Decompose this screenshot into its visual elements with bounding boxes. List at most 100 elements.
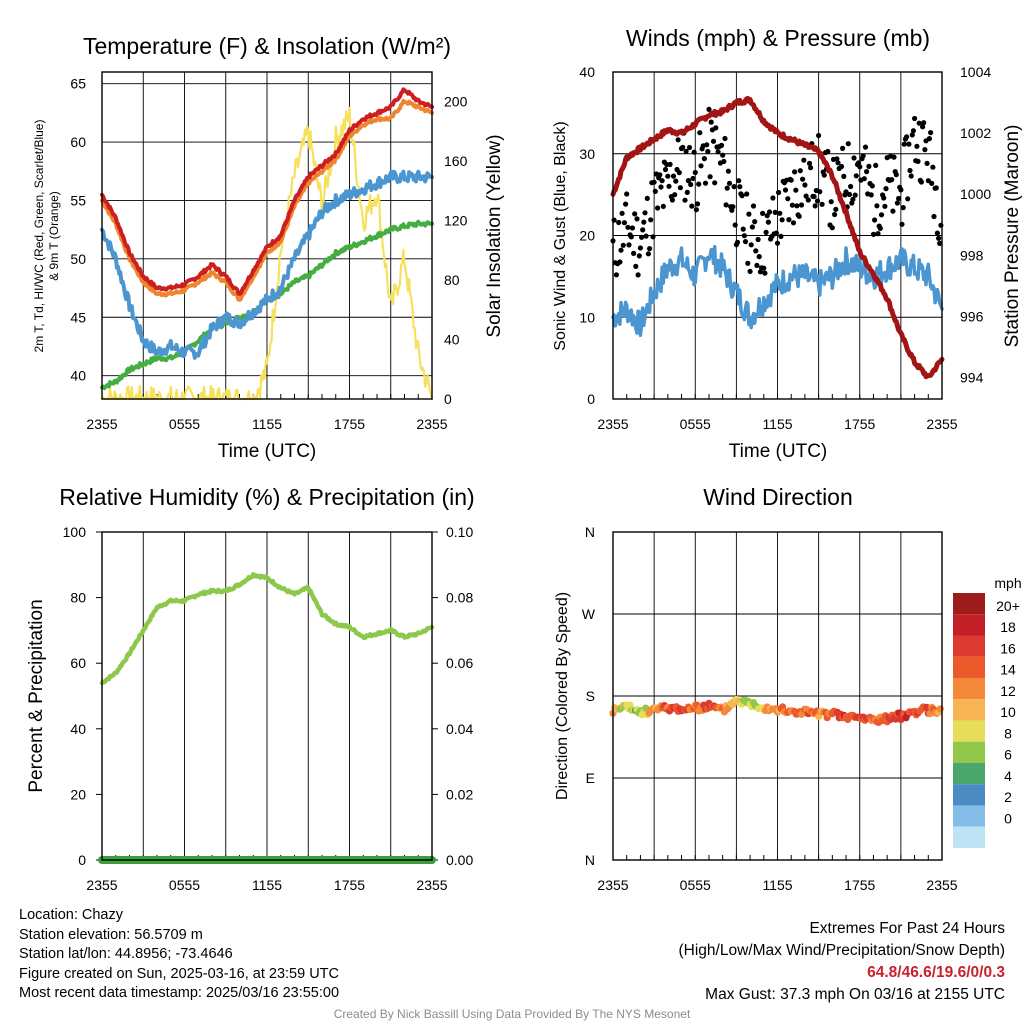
gust-dot xyxy=(707,174,713,180)
x-axis-label: Time (UTC) xyxy=(729,441,828,462)
temp-9m-line xyxy=(100,99,434,302)
y-tick-label: 20 xyxy=(70,786,86,802)
extremes-box: Extremes For Past 24 Hours (High/Low/Max… xyxy=(679,918,1006,1006)
gust-dot xyxy=(620,242,626,248)
x-tick-label: 0555 xyxy=(169,877,200,893)
gust-dot xyxy=(756,254,762,260)
gust-dot xyxy=(889,177,895,183)
gust-dot xyxy=(937,240,943,246)
gust-dot xyxy=(753,248,759,254)
gust-dot xyxy=(901,141,907,147)
gust-dot xyxy=(635,272,641,278)
gust-dot xyxy=(852,192,858,198)
gust-dot xyxy=(742,239,749,245)
gust-dot xyxy=(740,226,746,232)
gust-dot xyxy=(725,168,732,174)
gust-dot xyxy=(720,152,726,158)
gust-dot xyxy=(685,178,692,184)
gust-dot xyxy=(933,185,939,191)
gust-dot xyxy=(890,208,896,214)
gust-dot xyxy=(834,156,840,162)
y-tick-label: 40 xyxy=(579,64,595,80)
gust-dot xyxy=(723,202,729,208)
gust-dot xyxy=(779,217,785,223)
gust-dot xyxy=(732,222,738,228)
gust-dot xyxy=(840,145,846,151)
gust-dot xyxy=(861,176,867,182)
gust-dot xyxy=(660,203,666,209)
x-tick-label: 1155 xyxy=(762,416,792,432)
gust-dot xyxy=(662,166,669,173)
legend-label: 0 xyxy=(1004,810,1012,826)
gust-dot xyxy=(912,115,918,122)
legend-label: 18 xyxy=(1000,619,1016,635)
gust-dot xyxy=(613,272,620,278)
gust-dot xyxy=(792,169,798,175)
y-tick-label: 50 xyxy=(70,251,86,267)
gust-dot xyxy=(724,185,730,191)
chart-title: Winds (mph) & Pressure (mb) xyxy=(626,25,930,51)
x-tick-label: 2355 xyxy=(926,416,957,432)
legend-label: 10 xyxy=(1000,704,1016,720)
insolation-line xyxy=(100,106,434,401)
gust-dot xyxy=(643,233,649,239)
gust-dot xyxy=(693,207,700,213)
gust-dot xyxy=(766,209,773,215)
gust-dot xyxy=(843,189,849,195)
gust-dot xyxy=(874,203,880,209)
y-tick-label: S xyxy=(586,688,595,704)
gust-dot xyxy=(869,183,875,189)
plot-frame xyxy=(101,71,433,400)
gust-dot xyxy=(698,163,704,169)
gust-dot xyxy=(814,198,821,204)
gust-dot xyxy=(908,173,914,179)
y-tick-label: 65 xyxy=(70,76,86,92)
legend-label: 16 xyxy=(1000,640,1016,656)
gust-dot xyxy=(697,130,703,136)
legend-swatch xyxy=(953,614,985,636)
gust-dot xyxy=(835,160,841,166)
gust-dot xyxy=(690,175,696,182)
gust-dot xyxy=(760,210,766,216)
gust-dot xyxy=(752,219,758,225)
gust-dot xyxy=(785,196,791,202)
y2-tick-label: 120 xyxy=(444,213,468,229)
gust-dot xyxy=(667,161,673,167)
gust-dot xyxy=(936,235,942,241)
gust-dot xyxy=(637,245,644,251)
gust-dot xyxy=(632,211,638,217)
gust-dot xyxy=(648,217,654,223)
gust-dot xyxy=(915,158,921,164)
gust-dot xyxy=(857,164,863,170)
gust-dot xyxy=(883,186,889,192)
y-tick-label: 100 xyxy=(63,524,87,540)
legend-swatch xyxy=(953,741,985,763)
direction-point xyxy=(892,715,900,723)
y-tick-label: N xyxy=(585,852,595,868)
gust-dot xyxy=(878,212,885,218)
sonic-wind-line xyxy=(611,244,944,338)
gust-dot xyxy=(696,181,702,187)
gust-dot xyxy=(746,211,752,217)
gust-dot xyxy=(765,219,772,225)
elevation-text: Station elevation: 56.5709 m xyxy=(19,926,203,943)
x-tick-label: 2355 xyxy=(597,877,628,893)
gust-dot xyxy=(763,229,769,235)
gust-dot xyxy=(741,233,748,239)
gust-dot xyxy=(634,216,640,222)
chart-title: Temperature (F) & Insolation (W/m²) xyxy=(83,33,451,59)
x-tick-label: 2355 xyxy=(416,877,447,893)
gust-dot xyxy=(624,191,630,197)
gust-dot xyxy=(802,182,808,188)
gust-dot xyxy=(618,247,624,253)
gust-dot xyxy=(626,242,632,248)
gust-dot xyxy=(623,201,629,207)
gust-dot xyxy=(828,199,834,205)
gust-dot xyxy=(705,148,711,155)
gust-dot xyxy=(920,124,926,130)
gust-dot xyxy=(891,154,897,160)
gust-dot xyxy=(691,149,697,155)
gust-dot xyxy=(801,157,807,163)
y-tick-label: 0 xyxy=(78,852,86,868)
y-tick-label: W xyxy=(582,606,596,622)
